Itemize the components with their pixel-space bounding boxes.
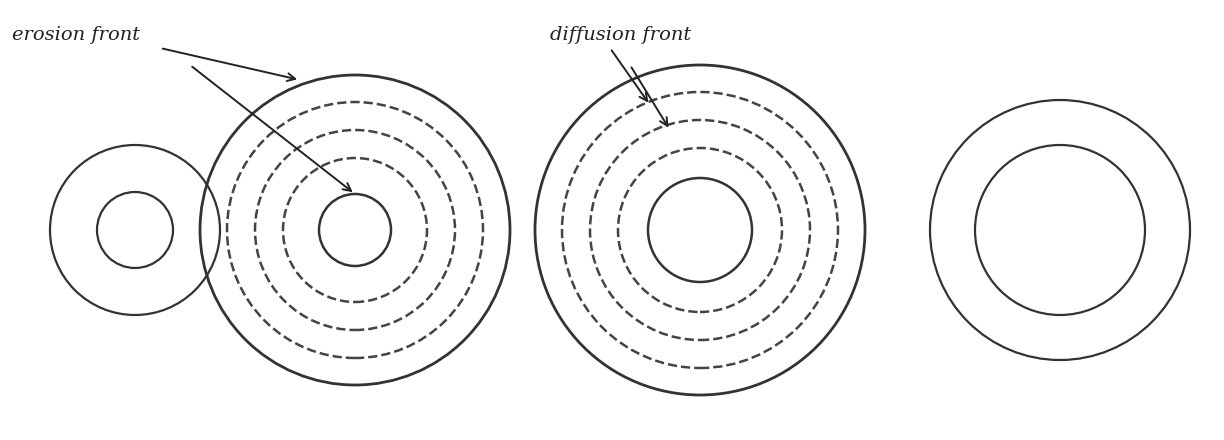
Text: diffusion front: diffusion front (550, 26, 692, 44)
Text: erosion front: erosion front (12, 26, 140, 44)
